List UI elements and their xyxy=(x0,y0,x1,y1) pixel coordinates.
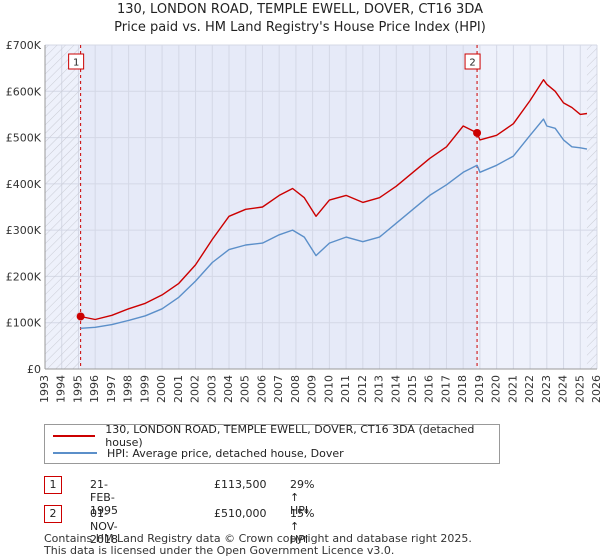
x-tick-label: 2005 xyxy=(239,375,252,403)
x-tick-label: 2025 xyxy=(573,375,586,403)
transaction-badge: 1 xyxy=(44,476,62,494)
x-tick-label: 2008 xyxy=(289,375,302,403)
x-tick-label: 2022 xyxy=(523,375,536,403)
legend-item-hpi: HPI: Average price, detached house, Dove… xyxy=(53,445,344,461)
x-tick-label: 1993 xyxy=(38,375,51,403)
x-tick-label: 2000 xyxy=(155,375,168,403)
x-tick-label: 2019 xyxy=(473,375,486,403)
sale-point-dot xyxy=(473,128,482,137)
x-tick-label: 2021 xyxy=(506,375,519,403)
transaction-badge: 2 xyxy=(44,505,62,523)
x-tick-label: 2017 xyxy=(439,375,452,403)
x-tick-label: 2006 xyxy=(255,375,268,403)
legend-hpi-swatch xyxy=(53,452,97,454)
y-tick-label: £400K xyxy=(6,178,42,191)
footer-license: This data is licensed under the Open Gov… xyxy=(44,544,395,557)
x-tick-label: 2001 xyxy=(172,375,185,403)
legend-hpi-label: HPI: Average price, detached house, Dove… xyxy=(107,446,344,460)
x-tick-label: 2015 xyxy=(406,375,419,403)
x-tick-label: 2003 xyxy=(205,375,218,403)
legend-price-swatch xyxy=(53,435,96,437)
transaction-hpi-diff: 15% ↑ HPI xyxy=(290,507,315,546)
x-tick-label: 2020 xyxy=(490,375,503,403)
x-tick-label: 2002 xyxy=(189,375,202,403)
x-tick-label: 2009 xyxy=(306,375,319,403)
x-tick-label: 2016 xyxy=(423,375,436,403)
sale-marker-box xyxy=(464,53,481,70)
transaction-date: 21-FEB-1995 xyxy=(90,478,118,517)
x-tick-label: 2013 xyxy=(373,375,386,403)
x-tick-label: 1999 xyxy=(138,375,151,403)
x-tick-label: 1996 xyxy=(88,375,101,403)
y-tick-label: £300K xyxy=(6,224,42,237)
price-paid-line xyxy=(80,78,588,321)
x-tick-label: 2007 xyxy=(272,375,285,403)
x-tick-label: 1997 xyxy=(105,375,118,403)
hatched-region xyxy=(45,45,81,369)
transaction-price: £510,000 xyxy=(214,507,267,520)
transaction-date: 01-NOV-2018 xyxy=(90,507,118,546)
y-tick-label: £0 xyxy=(27,363,41,376)
hpi-line xyxy=(80,118,588,329)
sale-marker-box xyxy=(68,53,85,70)
x-tick-label: 1994 xyxy=(55,375,68,403)
x-tick-label: 2011 xyxy=(339,375,352,403)
sale-point-dot xyxy=(76,312,85,321)
sale-marker-label: 1 xyxy=(73,58,79,69)
legend-item-price: 130, LONDON ROAD, TEMPLE EWELL, DOVER, C… xyxy=(53,423,499,449)
x-tick-label: 2018 xyxy=(456,375,469,403)
x-tick-label: 2024 xyxy=(557,375,570,403)
footer-copyright: Contains HM Land Registry data © Crown c… xyxy=(44,532,472,545)
x-tick-label: 2026 xyxy=(590,375,600,403)
chart-title-line2: Price paid vs. HM Land Registry's House … xyxy=(114,20,486,35)
y-tick-label: £500K xyxy=(6,132,42,145)
y-tick-label: £100K xyxy=(6,317,42,330)
transaction-hpi-diff: 29% ↑ HPI xyxy=(290,478,315,517)
legend: 130, LONDON ROAD, TEMPLE EWELL, DOVER, C… xyxy=(44,423,500,464)
chart-title-line1: 130, LONDON ROAD, TEMPLE EWELL, DOVER, C… xyxy=(116,2,483,17)
sale-marker-label: 2 xyxy=(469,58,475,69)
x-tick-label: 2012 xyxy=(356,375,369,403)
x-tick-label: 2004 xyxy=(222,375,235,403)
hatched-region xyxy=(586,45,597,369)
x-tick-label: 1995 xyxy=(71,375,84,403)
price-chart: £0 £100K £200K £300K £400K £500K £600K £700K 199… xyxy=(6,39,600,403)
legend-price-label: 130, LONDON ROAD, TEMPLE EWELL, DOVER, C… xyxy=(105,423,475,449)
y-tick-label: £200K xyxy=(6,270,42,283)
y-tick-label: £700K xyxy=(6,39,42,52)
x-tick-label: 2023 xyxy=(540,375,553,403)
x-tick-label: 2014 xyxy=(389,375,402,403)
y-tick-label: £600K xyxy=(6,85,42,98)
x-tick-label: 2010 xyxy=(322,375,335,403)
x-tick-label: 1998 xyxy=(122,375,135,403)
transaction-price: £113,500 xyxy=(214,478,267,491)
